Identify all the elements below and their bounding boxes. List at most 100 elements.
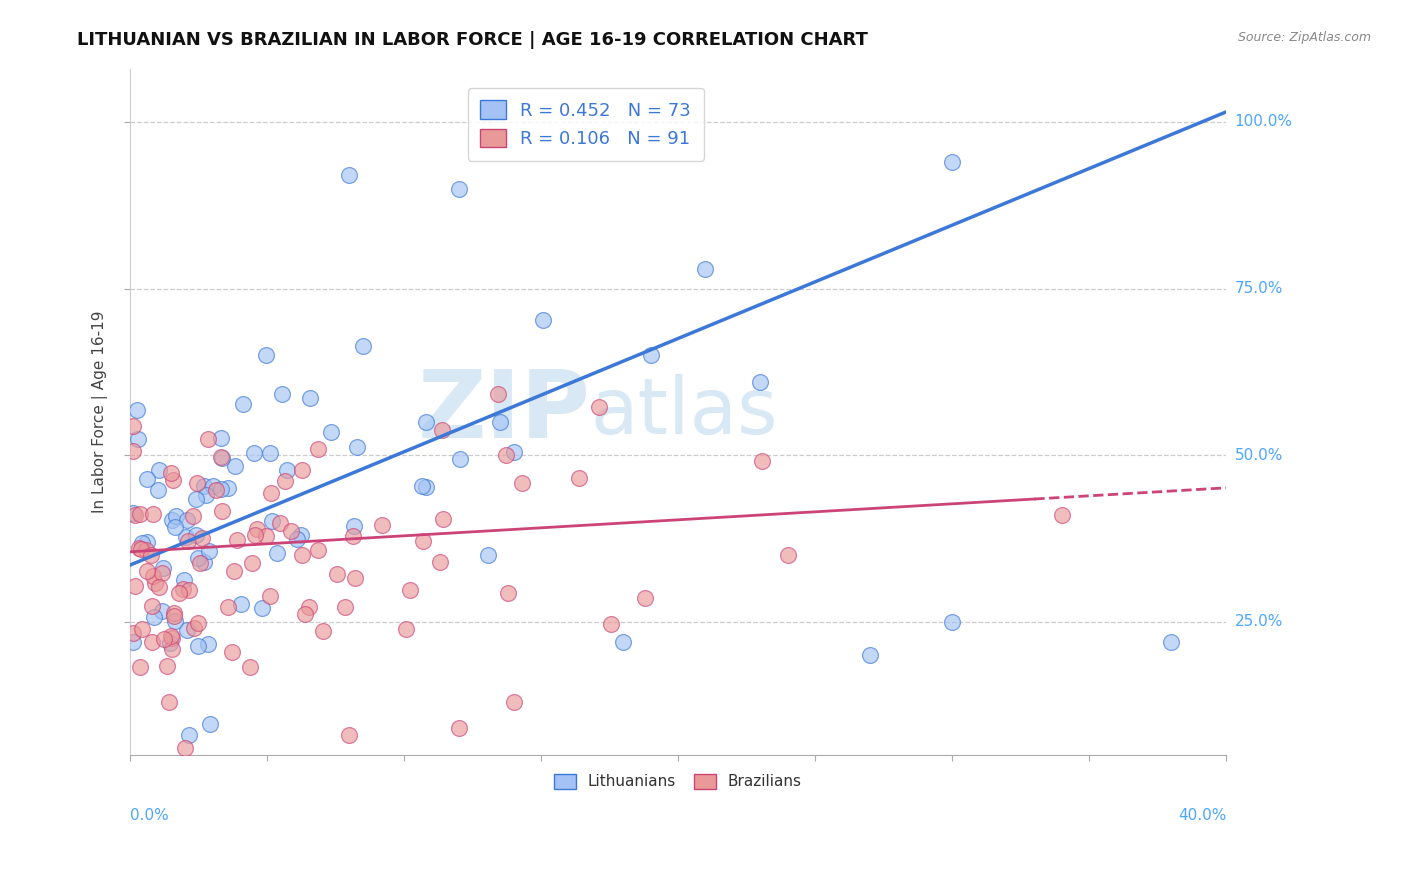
Point <box>430 423 453 437</box>
Point <box>209 431 232 445</box>
Point <box>181 509 204 524</box>
Point <box>412 533 434 548</box>
Point <box>143 610 166 624</box>
Y-axis label: In Labor Force | Age 16-19: In Labor Force | Age 16-19 <box>93 310 108 513</box>
Point <box>162 473 184 487</box>
Point <box>326 567 349 582</box>
Point <box>136 534 159 549</box>
Point <box>148 580 170 594</box>
Point <box>496 586 519 600</box>
Point <box>211 503 233 517</box>
Point <box>259 446 281 460</box>
Point <box>187 616 209 631</box>
Point <box>307 543 329 558</box>
Text: LITHUANIAN VS BRAZILIAN IN LABOR FORCE | AGE 16-19 CORRELATION CHART: LITHUANIAN VS BRAZILIAN IN LABOR FORCE |… <box>77 31 869 49</box>
Point <box>337 168 360 182</box>
Point <box>285 532 308 546</box>
Point <box>634 591 657 605</box>
Point <box>600 617 623 632</box>
Point <box>211 451 233 466</box>
Point <box>344 571 367 585</box>
Point <box>187 639 209 653</box>
Point <box>335 599 357 614</box>
Point <box>163 607 186 621</box>
Text: 0.0%: 0.0% <box>129 808 169 823</box>
Point <box>184 491 207 506</box>
Text: 40.0%: 40.0% <box>1178 808 1226 823</box>
Point <box>159 628 181 642</box>
Text: ZIP: ZIP <box>418 366 591 458</box>
Point <box>226 533 249 548</box>
Point <box>859 648 882 662</box>
Point <box>152 561 174 575</box>
Text: 25.0%: 25.0% <box>1234 615 1282 630</box>
Point <box>121 419 143 434</box>
Point <box>232 396 254 410</box>
Point <box>122 507 145 521</box>
Point <box>640 348 662 362</box>
Point <box>502 444 524 458</box>
Point <box>695 261 717 276</box>
Point <box>150 604 173 618</box>
Point <box>160 512 183 526</box>
Point <box>165 520 187 534</box>
Point <box>273 474 295 488</box>
Point <box>177 533 200 548</box>
Point <box>224 459 246 474</box>
Point <box>173 741 195 756</box>
Point <box>941 154 963 169</box>
Point <box>186 475 208 490</box>
Legend: Lithuanians, Brazilians: Lithuanians, Brazilians <box>548 768 808 796</box>
Point <box>250 600 273 615</box>
Point <box>291 463 314 477</box>
Point <box>276 463 298 477</box>
Point <box>299 391 322 405</box>
Point <box>337 728 360 742</box>
Point <box>197 432 219 446</box>
Point <box>342 529 364 543</box>
Point <box>202 478 225 492</box>
Point <box>271 386 294 401</box>
Point <box>749 375 772 389</box>
Point <box>176 512 198 526</box>
Point <box>193 479 215 493</box>
Point <box>221 645 243 659</box>
Point <box>243 446 266 460</box>
Point <box>242 556 264 570</box>
Point <box>131 623 153 637</box>
Point <box>167 585 190 599</box>
Point <box>165 614 187 628</box>
Point <box>150 566 173 580</box>
Point <box>941 615 963 629</box>
Point <box>399 582 422 597</box>
Point <box>588 400 610 414</box>
Point <box>222 565 245 579</box>
Point <box>298 600 321 615</box>
Point <box>143 575 166 590</box>
Point <box>162 641 184 656</box>
Point <box>187 551 209 566</box>
Point <box>411 479 433 493</box>
Point <box>135 564 157 578</box>
Point <box>188 556 211 570</box>
Point <box>193 555 215 569</box>
Point <box>260 514 283 528</box>
Point <box>294 607 316 622</box>
Point <box>194 488 217 502</box>
Point <box>371 518 394 533</box>
Point <box>312 624 335 639</box>
Point <box>395 622 418 636</box>
Point <box>183 621 205 635</box>
Point <box>751 453 773 467</box>
Point <box>136 472 159 486</box>
Point <box>141 599 163 614</box>
Point <box>260 486 283 500</box>
Point <box>486 387 509 401</box>
Point <box>146 483 169 497</box>
Point <box>217 481 239 495</box>
Point <box>157 695 180 709</box>
Point <box>142 569 165 583</box>
Point <box>159 466 181 480</box>
Point <box>307 442 329 456</box>
Point <box>176 623 198 637</box>
